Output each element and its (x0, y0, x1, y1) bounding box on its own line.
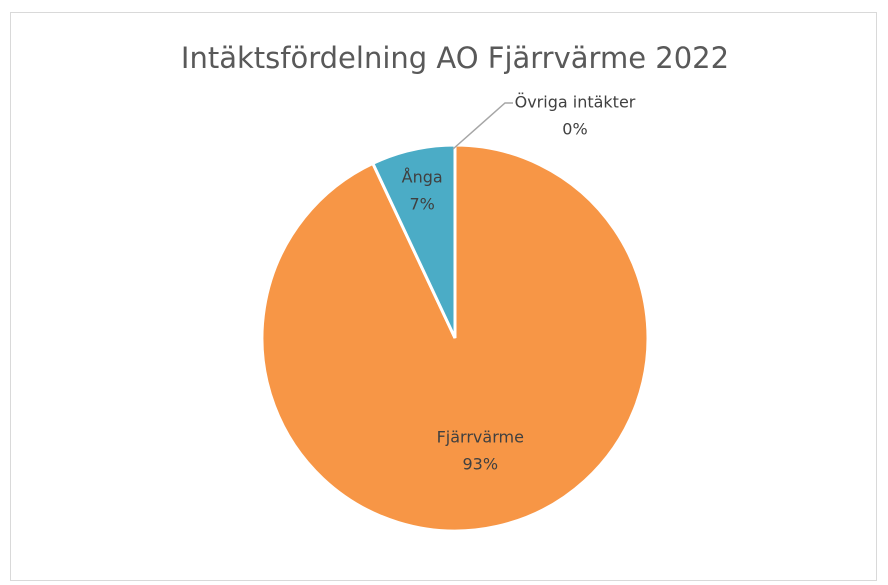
data-label-value: 7% (409, 195, 434, 214)
data-label-category: Fjärrvärme (437, 428, 524, 447)
data-label-value: 0% (562, 120, 587, 139)
data-label-value: 93% (462, 455, 498, 474)
data-label-category: Övriga intäkter (515, 93, 636, 112)
leader-line (452, 102, 513, 150)
chart-title: Intäktsfördelning AO Fjärrvärme 2022 (181, 41, 729, 75)
data-label-category: Ånga (402, 168, 443, 187)
